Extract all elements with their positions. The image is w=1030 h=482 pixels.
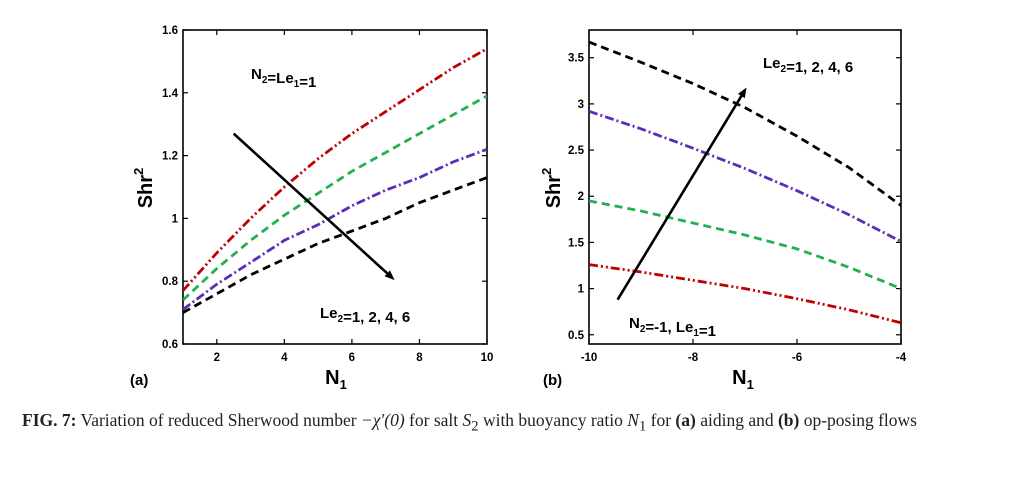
annotation-text: =1 [699,323,716,340]
series-line-le2-6 [589,40,901,207]
y-tick-label: 1 [172,213,179,225]
series-line-le2-4 [183,147,487,311]
y-axis-label-sup: 2 [131,168,146,175]
annotation-text: Le [763,55,781,72]
y-axis-label: Shr2 [131,168,157,209]
x-axis-label-main: N [325,367,339,389]
x-axis-label-main: N [732,367,746,389]
annotation-subscript: 2 [262,75,268,86]
caption-bold-b: (b) [777,410,800,430]
y-tick-label: 1.5 [568,237,585,249]
caption-fig-label: FIG. 7: [22,410,77,430]
plot-frame [588,29,902,345]
x-tick-label: -8 [688,352,699,364]
annotation-text: N [251,66,262,83]
annotation-parameters: N2=Le1=1 [251,66,316,91]
y-tick-label: 0.6 [162,339,178,351]
y-tick-label: 1.2 [162,151,178,163]
x-tick-label: 4 [281,352,288,364]
y-axis-label-main: Shr [543,175,565,209]
series-line-le2-1 [589,263,901,325]
caption-text-4: for [646,410,676,430]
y-tick-label: 0.8 [162,276,179,288]
series-line-le2-1 [183,47,487,292]
x-tick-label: 10 [481,352,494,364]
y-tick-label: 2.5 [568,145,585,157]
series-line-le2-6 [183,176,487,314]
annotation-le2-values: Le2=1, 2, 4, 6 [320,305,410,326]
series-line-le2-4 [589,109,901,243]
trend-arrow [616,87,747,301]
annotation-text: N [629,315,640,332]
caption-math-3-sub: 1 [638,418,647,435]
annotation-text: =-1, Le [645,319,693,336]
y-tick-label: 1.6 [162,25,178,37]
caption-math-2-sub: 2 [471,418,479,435]
annotation-subscript: 2 [640,324,646,335]
annotation-subscript: 2 [338,314,344,325]
y-tick-label: 2 [578,191,584,203]
annotation-text: =1, 2, 4, 6 [786,59,853,76]
y-axis-label-main: Shr [135,175,157,209]
y-tick-label: 0.5 [568,330,585,342]
annotation-text: Le [320,305,338,322]
x-axis-label: N1 [325,367,347,392]
annotation-subscript: 2 [781,64,787,75]
y-axis-label-sup: 2 [539,168,554,175]
chart-panel-b: -10 -8 -6 -40.511.522.533.5 Le2=1, 2, 4, 6N2… [539,29,907,392]
x-tick-label: 2 [214,352,220,364]
x-tick-label: -6 [792,352,802,364]
x-axis-label-sub: 1 [747,377,754,392]
caption-text-1: Variation of reduced Sherwood number [76,410,361,430]
caption-text-5: aiding and [695,410,778,430]
y-axis-label: Shr2 [539,168,565,209]
x-tick-label: 8 [416,352,423,364]
caption-text-2: for salt [404,410,463,430]
series-group [589,40,901,325]
figure-caption: FIG. 7: Variation of reduced Sherwood nu… [22,408,1012,440]
y-tick-label: 3.5 [568,53,585,65]
x-axis-label-sub: 1 [340,377,347,392]
y-tick-label: 1.4 [162,88,179,100]
x-tick-label: 6 [349,352,355,364]
panel-label: (a) [130,372,148,389]
caption-text-3: with buoyancy ratio [478,410,628,430]
annotation-subscript: 1 [294,79,300,90]
plot-frame [182,29,488,345]
caption-math-2: S [462,410,472,430]
trend-arrow [232,132,395,281]
series-group [183,47,487,314]
caption-text-6: op-posing flows [799,410,917,430]
caption-math-3: N [627,410,639,430]
panel-label: (b) [543,372,562,389]
annotation-subscript: 1 [693,328,699,339]
annotation-text: =1, 2, 4, 6 [343,309,410,326]
annotation-text: =1 [299,74,316,91]
x-axis-label: N1 [732,367,754,392]
caption-math-1: −χ′(0) [360,410,405,430]
y-tick-label: 3 [578,99,584,111]
y-tick-label: 1 [578,284,585,296]
annotation-text: =Le [267,70,293,87]
annotation-parameters: N2=-1, Le1=1 [629,315,716,340]
x-tick-label: -4 [896,352,907,364]
annotation-le2-values: Le2=1, 2, 4, 6 [763,55,853,76]
series-line-le2-2 [589,199,901,290]
x-tick-label: -10 [581,352,598,364]
caption-bold-a: (a) [675,410,696,430]
series-line-le2-2 [183,94,487,302]
